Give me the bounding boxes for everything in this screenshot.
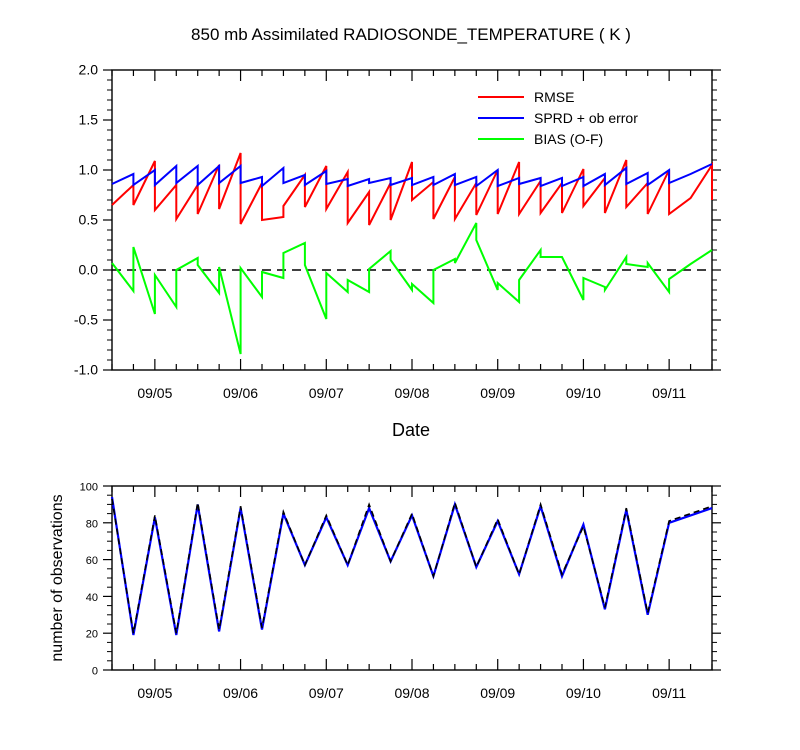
bottom-plot-frame [111,485,713,671]
observations-line-0 [110,496,713,636]
top-y-tick-label: 2.0 [79,62,99,78]
bottom-y-tick-label: 20 [86,629,98,641]
top-plot: -1.0 -0.5 0.0 0.5 1.0 1.5 2.0 09/05 09/06 09/07 09… [74,62,721,401]
bottom-x-tick-label: 09/08 [394,685,429,701]
bottom-y-tick-label: 40 [86,592,98,604]
bottom-x-tick-label: 09/05 [137,685,172,701]
bottom-y-tick-label: 0 [92,666,98,678]
bottom-x-tick-label: 09/09 [480,685,515,701]
top-y-tick-label: 0.5 [79,212,99,228]
bottom-plot: 0 20 40 60 80 100 09/05 09/06 09/07 09/08 09/09 09/… [80,482,721,701]
top-y-tick-label: -0.5 [74,312,98,328]
top-y-tick-label: 1.0 [79,162,99,178]
series-line-1 [111,163,713,189]
top-x-tick-label: 09/06 [223,385,258,401]
observations-line-1 [111,498,713,634]
top-y-tick-label: 1.5 [79,112,99,128]
top-x-tick-label: 09/10 [566,385,601,401]
bottom-x-tick-label: 09/10 [566,685,601,701]
bottom-y-tick-label: 80 [86,518,98,530]
top-y-tick-label: -1.0 [74,362,98,378]
top-x-tick-label: 09/05 [137,385,172,401]
x-axis-label: Date [392,420,430,440]
legend-label: RMSE [534,89,574,105]
bottom-x-tick-label: 09/11 [652,685,686,701]
legend-label: SPRD + ob error [534,110,638,126]
top-x-tick-label: 09/08 [394,385,429,401]
top-x-tick-label: 09/09 [480,385,515,401]
top-y-tick-label: 0.0 [79,262,99,278]
chart-title: 850 mb Assimilated RADIOSONDE_TEMPERATUR… [191,25,631,44]
top-x-tick-label: 09/07 [309,385,344,401]
bottom-y-tick-label: 100 [80,482,98,494]
bottom-y-tick-label: 60 [86,555,98,567]
y-axis-label-observations: number of observations [49,494,66,661]
bottom-x-tick-label: 09/07 [309,685,344,701]
top-x-tick-label: 09/11 [652,385,686,401]
bottom-x-tick-label: 09/06 [223,685,258,701]
series-line-0 [111,152,713,227]
top-plot-frame [111,69,713,371]
series-line-2 [111,222,713,355]
legend-label: BIAS (O-F) [534,131,603,147]
